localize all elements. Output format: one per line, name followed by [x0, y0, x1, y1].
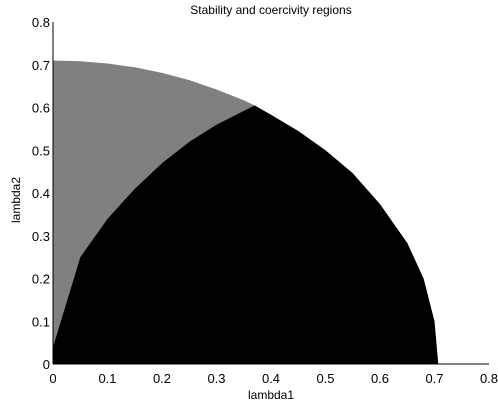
x-tick-label: 0 — [49, 371, 56, 386]
y-tick-label: 0.6 — [32, 101, 50, 116]
y-tick-label: 0.2 — [32, 272, 50, 287]
x-tick-label: 0.2 — [153, 371, 171, 386]
x-tick-label: 0.3 — [207, 371, 225, 386]
x-tick-label: 0.7 — [425, 371, 443, 386]
y-tick-label: 0.4 — [32, 186, 50, 201]
x-tick-label: 0.5 — [316, 371, 334, 386]
y-tick-label: 0.7 — [32, 58, 50, 73]
x-tick-label: 0.4 — [262, 371, 280, 386]
region-1 — [53, 105, 439, 365]
y-tick-labels: 0 0.1 0.2 0.3 0.4 0.5 0.6 0.7 0.8 — [32, 15, 50, 372]
region-0 — [53, 60, 255, 347]
x-tick-labels: 0 0.1 0.2 0.3 0.4 0.5 0.6 0.7 0.8 — [49, 371, 498, 386]
chart-title: Stability and coercivity regions — [190, 3, 351, 17]
x-tick-label: 0.1 — [98, 371, 116, 386]
y-tick-label: 0 — [43, 357, 50, 372]
x-axis-label: lambda1 — [248, 388, 294, 402]
y-tick-label: 0.5 — [32, 143, 50, 158]
y-tick-label: 0.8 — [32, 15, 50, 30]
y-tick-label: 0.3 — [32, 229, 50, 244]
y-tick-label: 0.1 — [32, 314, 50, 329]
plot-regions — [53, 60, 439, 365]
x-tick-label: 0.6 — [371, 371, 389, 386]
y-axis-label: lambda2 — [9, 177, 23, 223]
x-tick-label: 0.8 — [480, 371, 498, 386]
